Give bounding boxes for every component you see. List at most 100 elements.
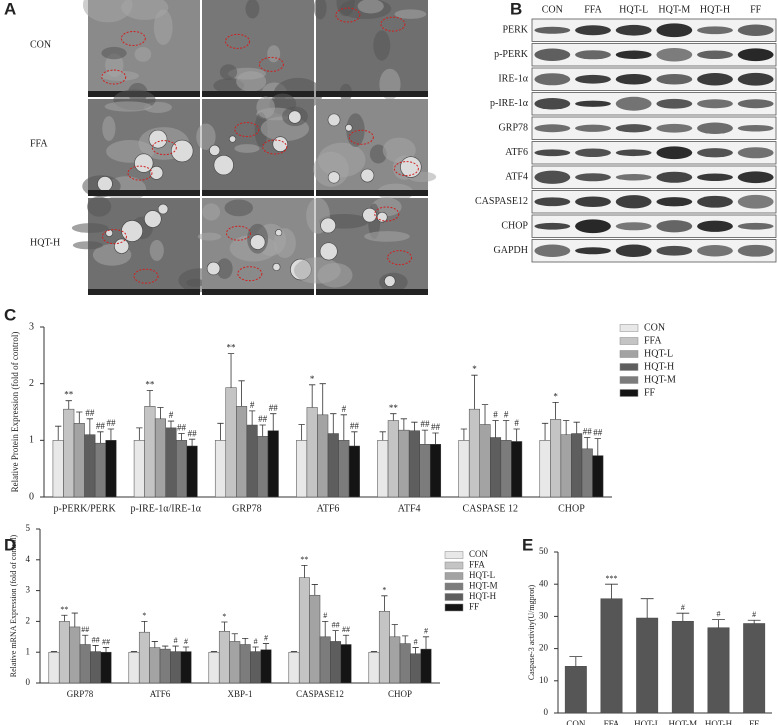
highlight [348,129,374,145]
droplet [228,135,237,143]
significance: # [493,410,498,420]
column-label: HQT-L [619,4,648,15]
bar [229,641,241,684]
error-bar [471,374,478,410]
highlight [258,56,284,72]
row-label: CASPASE12 [475,196,528,207]
significance: # [514,418,519,428]
bar [260,649,272,684]
error-bar [342,634,350,645]
error-bar [351,431,358,446]
bar [100,651,112,684]
error-bar [76,411,83,424]
texture [382,137,416,163]
error-bar [102,647,110,653]
droplet [170,139,194,163]
error-bar [390,413,397,421]
significance: ** [389,403,399,413]
error-bar [432,432,439,445]
legend-swatch [444,572,464,580]
bar [149,647,161,684]
blot-band [575,74,611,84]
blot-band [534,244,571,257]
droplet [121,220,143,242]
error-bar [569,656,583,667]
significance: ## [81,625,89,634]
error-bar [573,421,580,434]
significance: * [472,364,477,374]
blot-band [534,170,571,184]
bar [208,651,220,684]
blot-band [575,148,611,158]
blot-band [615,74,652,85]
y-tick-label: 3 [26,585,31,595]
blot-band [697,148,733,158]
bar [338,440,350,498]
error-bar [231,633,238,642]
y-tick-label: 4 [26,554,31,564]
error-bar [262,643,270,650]
blot-band [615,195,652,209]
error-bar [747,619,761,624]
error-bar [412,647,419,654]
error-bar [162,645,169,650]
texture [236,71,267,92]
error-bar [55,425,62,441]
error-bar [605,583,618,599]
error-bar [178,433,185,441]
bar [84,434,96,498]
significance: ** [60,605,68,614]
texture [313,0,327,20]
legend-swatch [619,350,639,358]
bar [159,648,171,684]
blot-band [656,23,693,38]
texture [202,203,221,221]
error-bar [541,422,549,441]
significance: # [250,400,255,410]
blot-band [656,123,693,133]
significance: * [222,612,226,621]
blot-band [615,149,652,157]
bar [236,406,248,498]
blot-strip [531,18,777,42]
row-label: GRP78 [499,123,528,134]
legend-label: FF [644,387,656,398]
bar [377,440,389,498]
bar [296,440,308,498]
legend-swatch [619,324,639,332]
blot-band [575,247,611,255]
highlight [225,225,251,241]
bar [410,653,422,684]
bar [63,408,75,498]
error-bar [82,634,89,645]
bar [429,444,442,498]
legend-label: HQT-H [644,361,674,372]
column-label: FF [750,4,762,15]
significance: # [424,627,428,636]
scale-bar [202,91,314,97]
x-tick-label: CHOP [558,503,585,514]
bar [707,627,730,714]
significance: ## [177,423,187,433]
significance: ## [350,421,360,431]
bar [398,429,410,498]
scale-bar [88,190,200,196]
droplet [213,154,234,176]
error-bar [422,636,430,650]
significance: ## [92,635,100,644]
droplet [250,234,266,250]
row-label: CON [30,39,51,50]
droplet [400,156,422,178]
texture [224,199,254,217]
bar [52,440,64,498]
blot-strip [531,165,777,189]
significance: *** [606,574,618,583]
blot-band [697,122,733,134]
legend-swatch [444,593,464,601]
legend-label: FFA [644,335,662,346]
texture [72,241,104,250]
blot-band [575,124,611,132]
error-bar [151,641,158,648]
blot-band [575,173,611,182]
